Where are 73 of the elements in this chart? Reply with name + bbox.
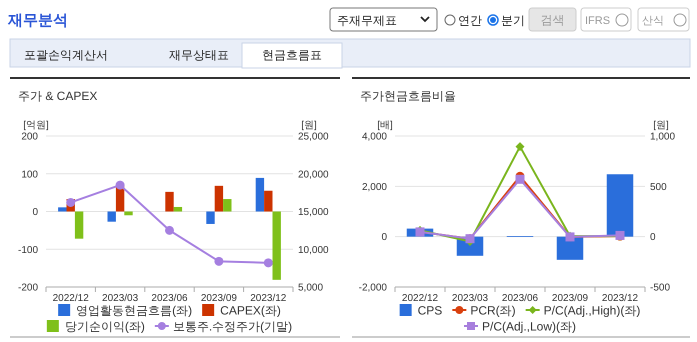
text: 분기 (501, 14, 525, 28)
bar (272, 212, 281, 280)
bar (74, 212, 84, 239)
y-tick-label: 0 (381, 232, 388, 244)
legend-label: PCR(좌) (470, 304, 516, 318)
bar (108, 212, 116, 222)
point (516, 174, 524, 184)
y-tick-label: -200 (18, 282, 38, 294)
point (165, 226, 174, 235)
x-tick-label: 2023/03 (102, 293, 139, 304)
x-tick-label: 2022/12 (402, 293, 439, 304)
point (66, 198, 76, 207)
bar (206, 212, 215, 224)
text: 현금흐름표 (262, 48, 322, 62)
bar (58, 207, 66, 212)
y2-tick-label: 20,000 (298, 169, 330, 180)
point (264, 258, 273, 268)
x-tick-label: 2023/09 (200, 293, 238, 304)
text: 연간 (458, 14, 482, 28)
text: 재무분석 (7, 12, 68, 29)
y-tick-label: 0 (32, 207, 38, 218)
text: 산식 (642, 15, 664, 27)
text: IFRS (585, 15, 610, 27)
y2-axis-title: [원] (653, 120, 669, 131)
bar (124, 212, 133, 216)
text: 검색 (540, 13, 564, 27)
y-tick-label: 200 (21, 132, 38, 142)
text: 재무상태표 (169, 48, 229, 62)
x-tick-label: 2023/09 (552, 293, 589, 304)
text: 포괄손익계산서 (24, 48, 108, 62)
chart-title: 주가 & CAPEX (18, 89, 98, 103)
y-tick-label: -100 (18, 244, 38, 256)
x-tick-label: 2022/12 (52, 293, 90, 304)
legend-label: 당기순이익(좌) (64, 320, 145, 334)
y-tick-label: 100 (21, 169, 38, 180)
y2-tick-label: 5,000 (298, 282, 324, 294)
bar (606, 174, 634, 237)
bar (174, 206, 182, 212)
text: 주재무제표 (337, 14, 397, 28)
legend-label: P/C(Adj.,High)(좌) (544, 304, 640, 318)
x-tick-label: 2023/03 (452, 293, 489, 304)
y-axis-title: [억원] (23, 120, 49, 131)
y2-tick-label: 10,000 (298, 244, 330, 256)
x-tick-label: 2023/12 (250, 293, 287, 304)
y2-tick-label: 25,000 (298, 132, 330, 142)
x-tick-label: 2023/06 (151, 293, 188, 304)
y2-tick-label: 15,000 (298, 207, 330, 218)
y2-tick-label: 0 (650, 232, 656, 244)
legend-label: P/C(Adj.,Low)(좌) (482, 320, 576, 334)
bar (556, 236, 584, 260)
y2-axis-title: [원] (301, 120, 317, 131)
y2-tick-label: 1,000 (650, 132, 676, 142)
x-tick-label: 2023/06 (502, 293, 539, 304)
bar (214, 186, 224, 212)
y-axis-title: [배] (377, 120, 393, 131)
point (116, 180, 125, 190)
x-tick-label: 2023/12 (602, 293, 639, 304)
point (516, 142, 524, 152)
bar (165, 192, 174, 212)
y-tick-label: 2,000 (362, 182, 388, 193)
bar (264, 190, 272, 212)
chart-title: 주가현금흐름비율 (360, 89, 456, 103)
y2-tick-label: 500 (650, 182, 668, 193)
y-tick-label: 4,000 (362, 132, 388, 142)
legend-label: CPS (418, 304, 442, 318)
bar (223, 199, 232, 212)
bar (256, 178, 264, 212)
y2-tick-label: -500 (650, 282, 670, 294)
legend-label: 영업활동현금흐름(좌) (76, 304, 192, 318)
legend-label: CAPEX(좌) (220, 304, 281, 318)
y-tick-label: -2,000 (358, 282, 388, 294)
point (214, 256, 224, 266)
legend-label: 보통주.수정주가(기말) (172, 320, 292, 334)
